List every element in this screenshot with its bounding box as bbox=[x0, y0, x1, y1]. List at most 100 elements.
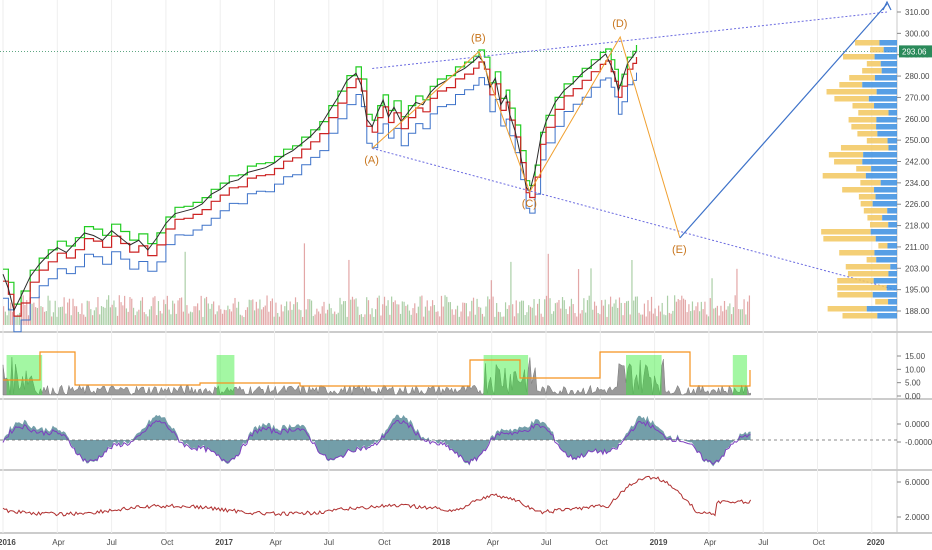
volume-bar bbox=[745, 314, 747, 325]
volume-profile-buy-bar bbox=[881, 68, 897, 74]
indicator-panel-1[interactable] bbox=[2, 351, 751, 396]
x-tick-label: Jul bbox=[758, 538, 768, 547]
volume-bar bbox=[720, 305, 722, 325]
volume-bar bbox=[743, 299, 745, 325]
volume-bar bbox=[465, 303, 467, 325]
volume-bar bbox=[713, 308, 715, 325]
indicator-panel-2[interactable] bbox=[0, 414, 897, 467]
volume-bar bbox=[312, 316, 314, 325]
volume-bar bbox=[79, 313, 81, 325]
volume-bar bbox=[476, 298, 478, 325]
volume-bar bbox=[375, 309, 377, 325]
volume-bar bbox=[576, 316, 578, 325]
volume-bar bbox=[261, 309, 263, 325]
volume-bar bbox=[188, 313, 190, 325]
volume-bar bbox=[645, 316, 647, 325]
volume-profile-sell-bar bbox=[849, 75, 875, 81]
volume-bar bbox=[558, 299, 560, 325]
volume-bar bbox=[729, 303, 731, 325]
volume-bar bbox=[52, 312, 55, 325]
volume-bar bbox=[670, 313, 672, 325]
volume-profile-sell-bar bbox=[834, 159, 863, 165]
volume-bar bbox=[734, 295, 736, 325]
volume-profile-buy-bar bbox=[876, 89, 897, 95]
price-panel[interactable]: (A) (B) (C) (D) (E) bbox=[0, 0, 898, 333]
volume-bar bbox=[585, 312, 587, 325]
volume-bar bbox=[141, 297, 144, 325]
volume-bar bbox=[462, 302, 464, 325]
volume-bar bbox=[287, 310, 289, 325]
y-tick-label: 0.00 bbox=[905, 392, 921, 401]
volume-bar bbox=[252, 299, 254, 325]
wave-label: (D) bbox=[612, 18, 627, 30]
volume-bar bbox=[6, 315, 8, 325]
last-price-label: 293.06 bbox=[902, 47, 927, 56]
volume-bar bbox=[508, 305, 510, 325]
volume-bar bbox=[481, 313, 484, 325]
volume-bar bbox=[435, 311, 437, 325]
volume-bar bbox=[286, 301, 288, 325]
volume-profile-buy-bar bbox=[890, 264, 897, 270]
volume-bar bbox=[554, 303, 556, 325]
volume-bar bbox=[391, 296, 393, 325]
volume-bar bbox=[528, 305, 530, 325]
volume-bar bbox=[385, 305, 387, 325]
volume-bar bbox=[225, 310, 227, 325]
volume-bar bbox=[220, 309, 222, 325]
volume-profile-sell-bar bbox=[827, 306, 867, 312]
volume-profile-sell-bar bbox=[863, 208, 888, 214]
volume-bar bbox=[335, 314, 338, 325]
volume-bar bbox=[537, 303, 539, 325]
last-price-badge bbox=[899, 45, 932, 58]
volume-bar bbox=[152, 297, 154, 325]
volume-bar bbox=[741, 309, 743, 325]
volume-bar bbox=[399, 313, 402, 325]
volume-bar bbox=[464, 302, 466, 325]
volume-profile-sell-bar bbox=[862, 68, 882, 74]
volume-profile-buy-bar bbox=[874, 54, 897, 60]
volume-profile-sell-bar bbox=[840, 145, 889, 151]
projection-arrow-line bbox=[679, 3, 888, 239]
volume-bar bbox=[131, 298, 133, 325]
volume-bar bbox=[47, 295, 49, 325]
volume-bar bbox=[293, 304, 295, 325]
volume-bar bbox=[221, 313, 224, 325]
volume-bar bbox=[583, 298, 585, 325]
volume-bar bbox=[166, 295, 168, 325]
volume-bar bbox=[157, 301, 160, 325]
volume-profile-sell-bar bbox=[828, 152, 864, 158]
volume-bar bbox=[68, 298, 71, 325]
volume-bar bbox=[480, 307, 482, 325]
volume-bar bbox=[526, 312, 528, 325]
volume-bar bbox=[688, 304, 690, 325]
volume-bar bbox=[325, 313, 327, 325]
volume-bar bbox=[586, 300, 589, 325]
volume-bar bbox=[675, 301, 678, 325]
volume-bar bbox=[223, 309, 225, 325]
volume-profile-buy-bar bbox=[874, 75, 897, 81]
volume-bar bbox=[300, 310, 302, 325]
indicator-panel-3[interactable] bbox=[2, 475, 752, 517]
volume-bar bbox=[684, 299, 686, 325]
volume-bar bbox=[501, 316, 503, 325]
volume-profile-sell-bar bbox=[822, 173, 866, 179]
volume-profile-buy-bar bbox=[886, 285, 897, 291]
volume-bar bbox=[634, 296, 637, 325]
volume-bar bbox=[328, 303, 330, 325]
volume-bar bbox=[341, 304, 343, 325]
ratio-line bbox=[2, 475, 752, 517]
volume-bar bbox=[255, 301, 257, 325]
indicator-1-highlight bbox=[626, 355, 662, 395]
volume-bar bbox=[458, 316, 460, 325]
volume-bar bbox=[478, 306, 480, 325]
volume-profile-sell-bar bbox=[823, 236, 876, 242]
volume-bar bbox=[323, 301, 325, 325]
volume-bar bbox=[709, 298, 711, 325]
x-tick-label: Apr bbox=[270, 538, 283, 547]
wave-label: (C) bbox=[522, 198, 537, 210]
volume-bar bbox=[647, 300, 649, 325]
volume-bar bbox=[54, 300, 56, 325]
volume-profile-sell-bar bbox=[834, 96, 869, 102]
